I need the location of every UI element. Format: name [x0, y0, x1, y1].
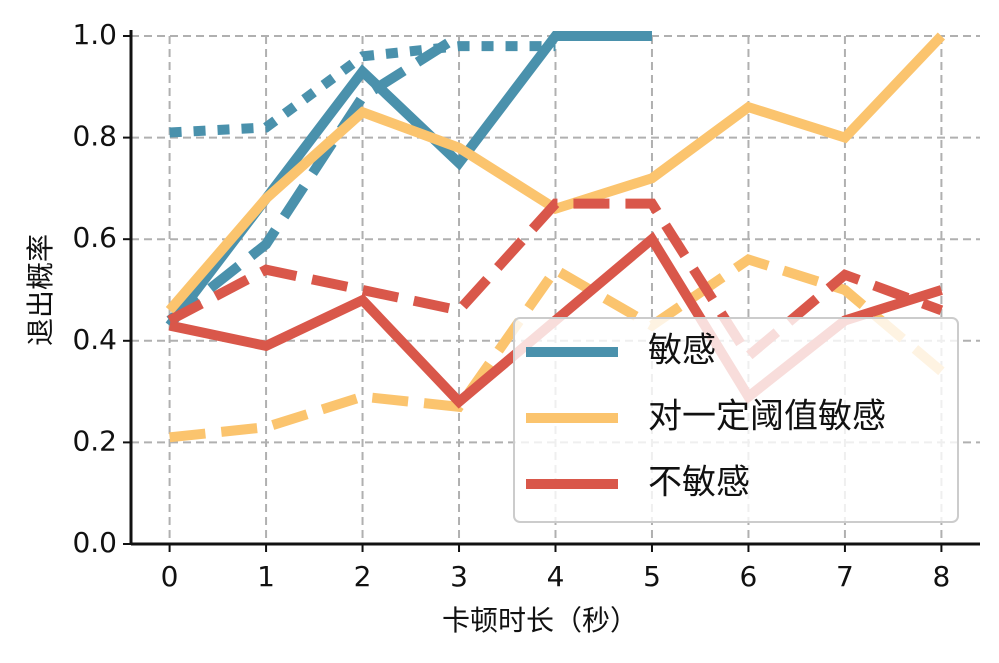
series-line — [166, 31, 462, 325]
x-tick-label: 2 — [354, 560, 372, 593]
x-tick-label: 5 — [643, 560, 661, 593]
y-axis-label: 退出概率 — [24, 234, 57, 346]
x-axis-label: 卡顿时长（秒） — [442, 604, 638, 637]
y-tick-label: 0.6 — [72, 221, 117, 254]
y-tick-label: 0.8 — [72, 120, 117, 153]
series-line — [169, 41, 556, 138]
legend-box — [513, 317, 959, 523]
x-tick-label: 1 — [257, 560, 275, 593]
y-tick-label: 1.0 — [72, 18, 117, 51]
x-tick-label: 4 — [547, 560, 565, 593]
y-tick-label: 0.0 — [72, 526, 117, 559]
x-tick-label: 6 — [740, 560, 758, 593]
x-tick-label: 7 — [836, 560, 854, 593]
series-line — [169, 254, 945, 443]
legend-label: 对一定阈值敏感 — [648, 397, 886, 437]
x-tick-label: 0 — [161, 560, 179, 593]
legend-label: 敏感 — [648, 331, 716, 371]
y-tick-label: 0.4 — [72, 323, 117, 356]
y-tick-label: 0.2 — [72, 424, 117, 457]
x-tick-label: 8 — [932, 560, 950, 593]
series-line — [167, 198, 944, 364]
legend-label: 不敏感 — [648, 463, 750, 503]
x-tick-label: 3 — [450, 560, 468, 593]
